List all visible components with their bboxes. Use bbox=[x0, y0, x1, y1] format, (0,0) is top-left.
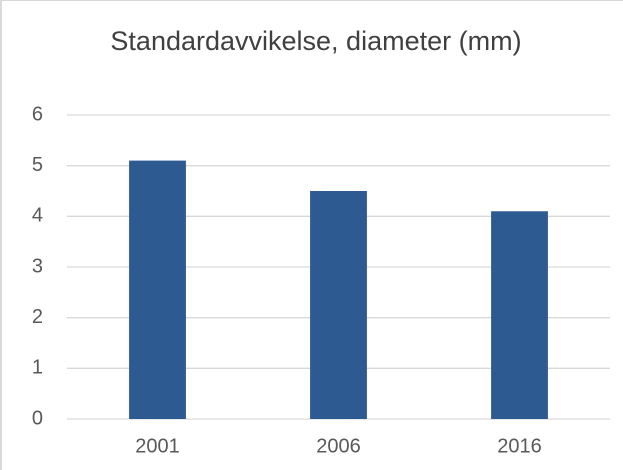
chart-title: Standardavvikelse, diameter (mm) bbox=[110, 26, 521, 56]
x-tick-label: 2006 bbox=[316, 435, 361, 457]
y-tick-label: 4 bbox=[32, 205, 43, 227]
bar bbox=[129, 160, 186, 419]
x-tick-label: 2016 bbox=[497, 435, 542, 457]
bar bbox=[491, 211, 548, 419]
y-tick-label: 2 bbox=[32, 306, 43, 328]
y-tick-label: 3 bbox=[32, 255, 43, 277]
bar bbox=[310, 191, 367, 419]
y-tick-label: 1 bbox=[32, 357, 43, 379]
y-tick-label: 5 bbox=[32, 154, 43, 176]
y-tick-label: 6 bbox=[32, 103, 43, 125]
x-tick-label: 2001 bbox=[135, 435, 180, 457]
y-tick-label: 0 bbox=[32, 407, 43, 429]
